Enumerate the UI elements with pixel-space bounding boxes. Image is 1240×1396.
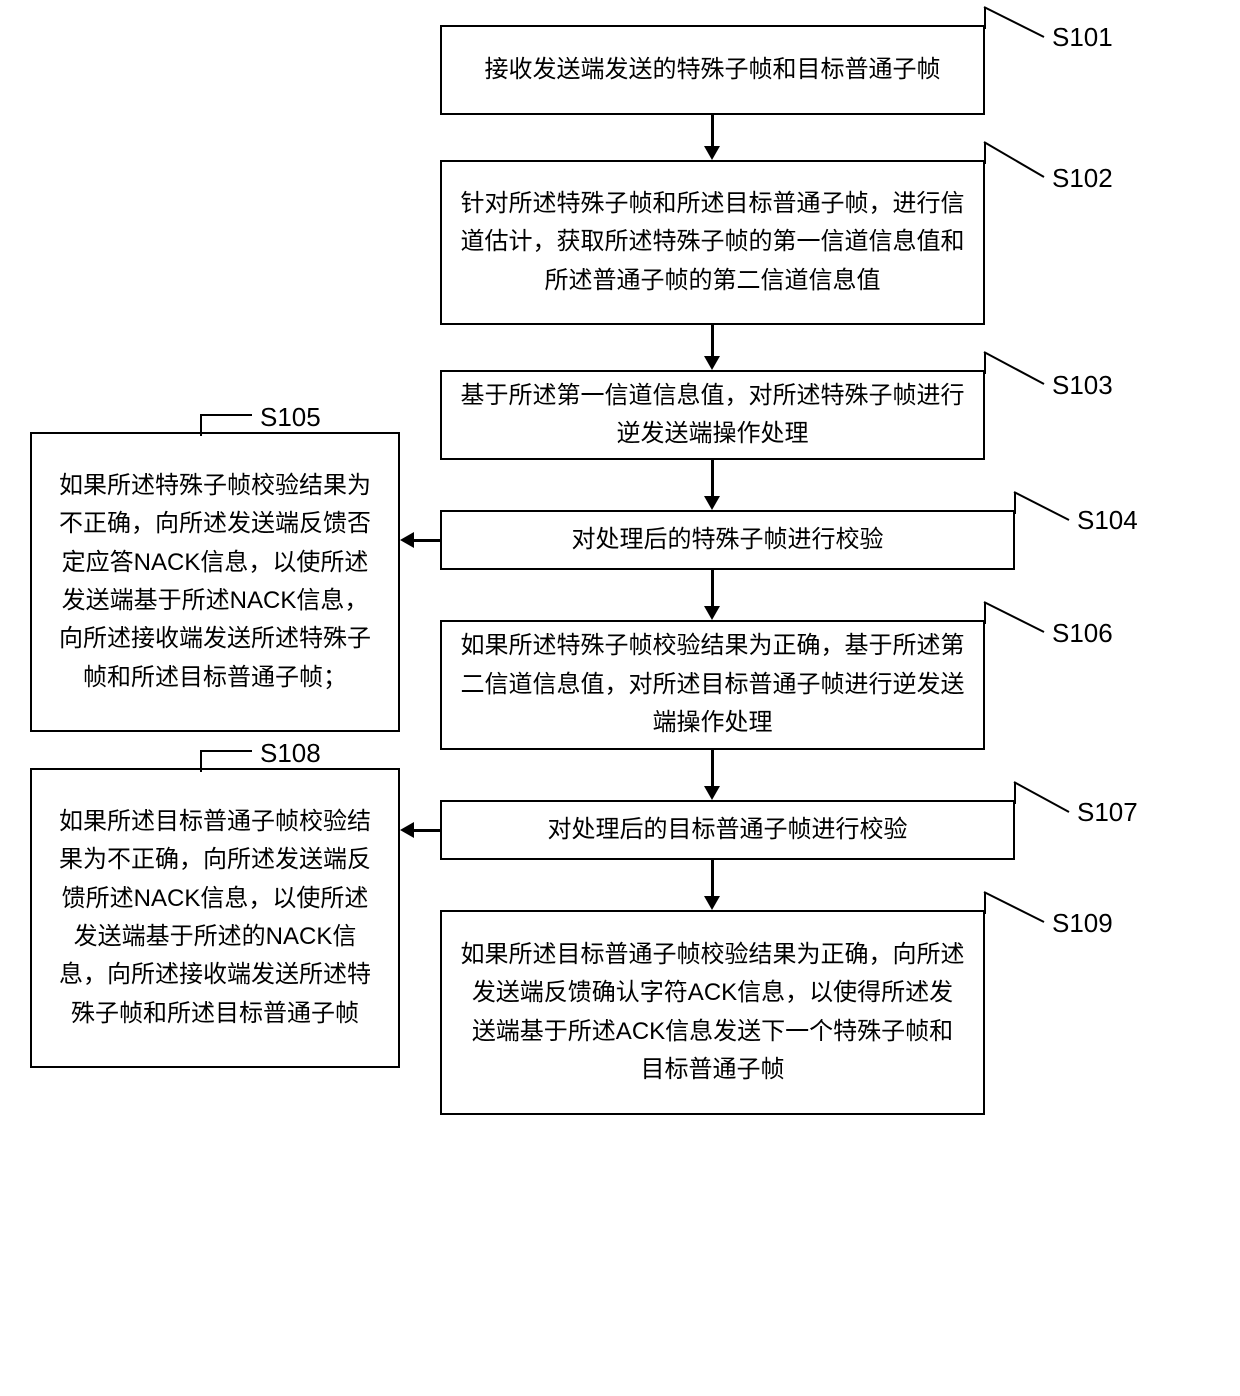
label-leader-s109 — [984, 892, 1044, 922]
step-label-s107: S107 — [1077, 797, 1138, 828]
label-tick-s108 — [200, 750, 202, 772]
edge-s104-s106-head — [704, 606, 720, 620]
node-text: 对处理后的目标普通子帧进行校验 — [548, 811, 908, 849]
step-label-s103: S103 — [1052, 370, 1113, 401]
node-text: 如果所述目标普通子帧校验结果为正确，向所述发送端反馈确认字符ACK信息，以使得所… — [460, 936, 965, 1090]
edge-s107-s108 — [414, 829, 440, 832]
label-leader-s102 — [984, 142, 1044, 177]
label-leader-s108 — [200, 750, 252, 753]
edge-s104-s105-head — [400, 532, 414, 548]
label-leader-s106 — [984, 602, 1044, 632]
edge-s101-s102-head — [704, 146, 720, 160]
edge-s102-s103 — [711, 325, 714, 357]
edge-s107-s109 — [711, 860, 714, 897]
edge-s101-s102 — [711, 115, 714, 147]
label-tick-s105 — [200, 414, 202, 436]
flowchart-node-s107: 对处理后的目标普通子帧进行校验 — [440, 800, 1015, 860]
node-text: 如果所述特殊子帧校验结果为不正确，向所述发送端反馈否定应答NACK信息，以使所述… — [50, 467, 380, 697]
step-label-s102: S102 — [1052, 163, 1113, 194]
flowchart-node-s104: 对处理后的特殊子帧进行校验 — [440, 510, 1015, 570]
node-text: 针对所述特殊子帧和所述目标普通子帧，进行信道估计，获取所述特殊子帧的第一信道信息… — [460, 185, 965, 300]
node-text: 如果所述目标普通子帧校验结果为不正确，向所述发送端反馈所述NACK信息，以使所述… — [50, 803, 380, 1033]
step-label-s101: S101 — [1052, 22, 1113, 53]
node-text: 基于所述第一信道信息值，对所述特殊子帧进行逆发送端操作处理 — [460, 377, 965, 454]
edge-s106-s107-head — [704, 786, 720, 800]
step-label-s105: S105 — [260, 402, 321, 433]
flowchart-node-s109: 如果所述目标普通子帧校验结果为正确，向所述发送端反馈确认字符ACK信息，以使得所… — [440, 910, 985, 1115]
flowchart-node-s102: 针对所述特殊子帧和所述目标普通子帧，进行信道估计，获取所述特殊子帧的第一信道信息… — [440, 160, 985, 325]
flowchart-node-s108: 如果所述目标普通子帧校验结果为不正确，向所述发送端反馈所述NACK信息，以使所述… — [30, 768, 400, 1068]
step-label-s104: S104 — [1077, 505, 1138, 536]
flowchart-node-s103: 基于所述第一信道信息值，对所述特殊子帧进行逆发送端操作处理 — [440, 370, 985, 460]
label-leader-s101 — [984, 7, 1044, 37]
edge-s102-s103-head — [704, 356, 720, 370]
flowchart-node-s106: 如果所述特殊子帧校验结果为正确，基于所述第二信道信息值，对所述目标普通子帧进行逆… — [440, 620, 985, 750]
edge-s103-s104-head — [704, 496, 720, 510]
edge-s104-s106 — [711, 570, 714, 607]
label-leader-s103 — [984, 352, 1044, 384]
edge-s107-s109-head — [704, 896, 720, 910]
step-label-s108: S108 — [260, 738, 321, 769]
flowchart-node-s101: 接收发送端发送的特殊子帧和目标普通子帧 — [440, 25, 985, 115]
step-label-s106: S106 — [1052, 618, 1113, 649]
edge-s107-s108-head — [400, 822, 414, 838]
edge-s103-s104 — [711, 460, 714, 497]
node-text: 对处理后的特殊子帧进行校验 — [572, 521, 884, 559]
label-leader-s104 — [1014, 492, 1069, 520]
edge-s104-s105 — [414, 539, 440, 542]
node-text: 如果所述特殊子帧校验结果为正确，基于所述第二信道信息值，对所述目标普通子帧进行逆… — [460, 627, 965, 742]
node-text: 接收发送端发送的特殊子帧和目标普通子帧 — [485, 51, 941, 89]
label-leader-s107 — [1014, 782, 1069, 812]
label-leader-s105 — [200, 414, 252, 417]
edge-s106-s107 — [711, 750, 714, 787]
flowchart-node-s105: 如果所述特殊子帧校验结果为不正确，向所述发送端反馈否定应答NACK信息，以使所述… — [30, 432, 400, 732]
step-label-s109: S109 — [1052, 908, 1113, 939]
